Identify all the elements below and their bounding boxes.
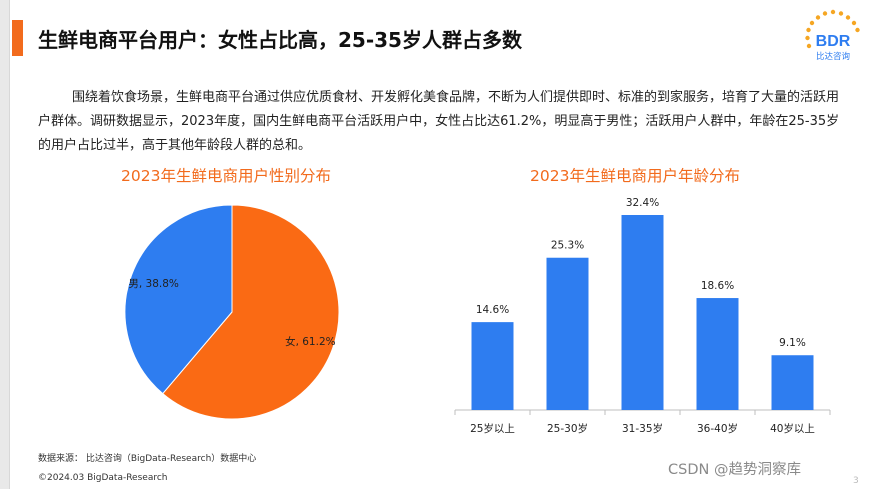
title-accent-bar (12, 20, 23, 56)
pie-label-male: 男, 38.8% (128, 278, 179, 290)
x-tick-label: 36-40岁 (697, 422, 738, 435)
bar-chart-title: 2023年生鲜电商用户年龄分布 (530, 167, 740, 185)
page-number: 3 (853, 476, 859, 486)
bar-value-label: 9.1% (779, 337, 806, 349)
csdn-watermark: CSDN @趋势洞察库 (668, 462, 801, 478)
bdr-logo: BDR 比达咨询 (805, 9, 860, 62)
bar-value-label: 18.6% (701, 280, 734, 292)
x-tick-label: 25-30岁 (547, 422, 588, 435)
bar-4 (696, 298, 739, 410)
bar-value-label: 25.3% (551, 240, 584, 252)
x-tick-label: 31-35岁 (622, 422, 663, 435)
bar-3 (621, 215, 664, 410)
bar-2 (546, 257, 589, 410)
bar-value-label: 32.4% (626, 197, 659, 209)
data-source-note: 数据来源： 比达咨询（BigData-Research）数据中心 (38, 454, 257, 464)
logo-subtext: 比达咨询 (816, 51, 850, 62)
copyright-note: ©2024.03 BigData-Research (38, 473, 168, 483)
bar-5 (771, 355, 814, 410)
bar-value-label: 14.6% (476, 304, 509, 316)
page-title: 生鲜电商平台用户：女性占比高，25-35岁人群占多数 (38, 28, 522, 52)
x-tick-label: 40岁以上 (770, 422, 815, 435)
pie-slice-female (162, 204, 340, 420)
pie-label-female: 女, 61.2% (285, 335, 336, 348)
logo-text: BDR (816, 33, 851, 50)
left-scrollbar[interactable] (0, 0, 10, 489)
bar-1 (471, 322, 514, 410)
pie-slice-male (124, 204, 233, 395)
x-tick-label: 25岁以上 (470, 422, 515, 435)
intro-paragraph: 围绕着饮食场景，生鲜电商平台通过供应优质食材、开发孵化美食品牌，不断为人们提供即… (38, 90, 840, 153)
pie-chart-title: 2023年生鲜电商用户性别分布 (121, 167, 331, 185)
